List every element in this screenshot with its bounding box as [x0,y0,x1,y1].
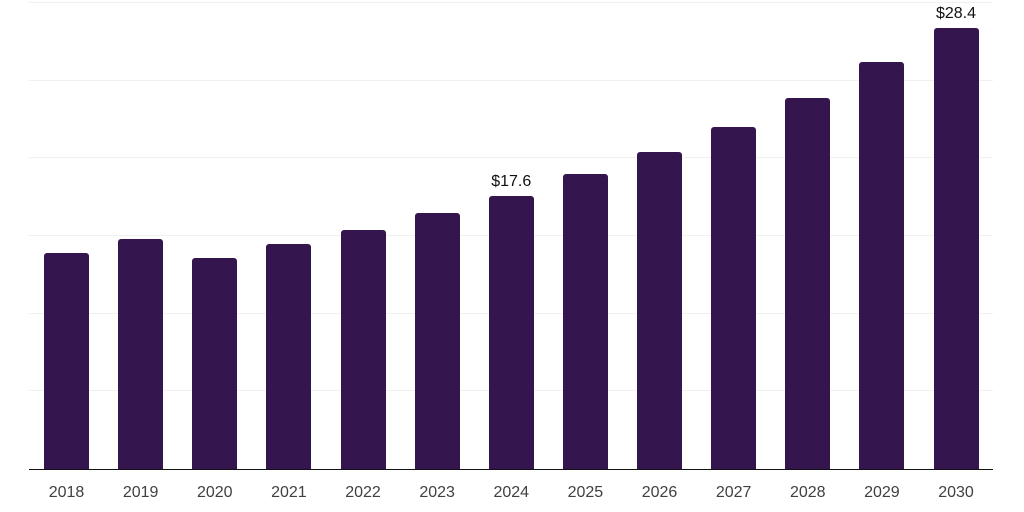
x-tick-2023: 2023 [419,484,455,501]
bar-2029 [859,62,905,469]
x-tick-2019: 2019 [122,484,159,501]
bar-2028 [785,97,831,469]
bar-2030 [933,27,979,469]
bar-2027 [711,127,757,469]
bar-2026 [637,152,682,469]
bar-2023 [414,212,460,469]
x-tick-2030: 2030 [938,484,974,501]
bar-2025 [562,173,608,469]
bar-2018 [44,253,89,469]
bar-2024 [488,195,534,469]
gridline-25 [29,79,993,81]
bar-2019 [118,239,164,469]
value-label-2024: $17.6 [491,172,532,190]
x-tick-2020: 2020 [196,484,233,501]
x-tick-2028: 2028 [789,484,826,501]
x-tick-2022: 2022 [345,484,381,501]
bar-2021 [266,243,312,469]
x-tick-2021: 2021 [271,484,307,501]
x-tick-2025: 2025 [567,484,604,501]
x-tick-2029: 2029 [864,484,900,501]
bar-2020 [192,257,238,469]
gridline-30 [29,2,993,3]
x-tick-2026: 2026 [641,484,678,501]
bar-2022 [340,229,386,469]
x-tick-2027: 2027 [715,484,752,501]
gridline-20 [29,157,993,159]
x-tick-2018: 2018 [48,484,85,501]
value-label-2030: $28.4 [935,4,977,22]
plot-area: $17.6 $28.4 [29,2,993,470]
x-tick-2024: 2024 [493,484,530,501]
